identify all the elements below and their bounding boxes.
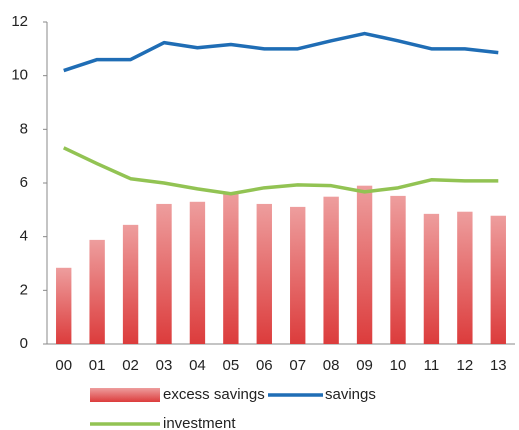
y-tick-label: 12 (11, 13, 28, 30)
y-tick-label: 2 (20, 281, 28, 298)
y-tick-label: 8 (20, 120, 28, 137)
x-tick-label: 11 (424, 357, 440, 374)
x-tick-label: 12 (457, 357, 474, 374)
x-tick-label: 08 (323, 357, 340, 374)
bar (323, 196, 339, 344)
line (62, 146, 499, 196)
y-tick-label: 0 (20, 335, 28, 352)
bar (390, 195, 406, 344)
bar (290, 206, 306, 344)
bar (423, 213, 440, 344)
bar (223, 192, 239, 344)
bar (356, 185, 373, 344)
bar (156, 203, 172, 344)
x-tick-label: 03 (156, 357, 173, 374)
bar (56, 267, 72, 344)
legend-label: savings (325, 386, 376, 403)
y-tick-label: 6 (20, 174, 28, 191)
bar (256, 203, 272, 344)
x-tick-label: 13 (490, 357, 507, 374)
bar (122, 224, 139, 344)
bar (189, 201, 206, 344)
legend-swatch (90, 388, 160, 402)
x-tick-label: 00 (55, 357, 72, 374)
line (63, 31, 499, 73)
bar (490, 215, 506, 344)
legend-label: excess savings (163, 386, 265, 403)
y-tick-label: 10 (11, 67, 28, 84)
y-tick-label: 4 (20, 228, 28, 245)
x-tick-label: 05 (223, 357, 240, 374)
x-tick-label: 04 (189, 357, 206, 374)
x-tick-label: 09 (356, 357, 373, 374)
x-tick-label: 06 (256, 357, 273, 374)
bar (89, 239, 105, 344)
x-tick-label: 10 (390, 357, 407, 374)
legend-label: investment (163, 415, 236, 430)
x-tick-label: 07 (289, 357, 306, 374)
bar (457, 211, 473, 344)
x-tick-label: 02 (122, 357, 139, 374)
x-tick-label: 01 (89, 357, 106, 374)
